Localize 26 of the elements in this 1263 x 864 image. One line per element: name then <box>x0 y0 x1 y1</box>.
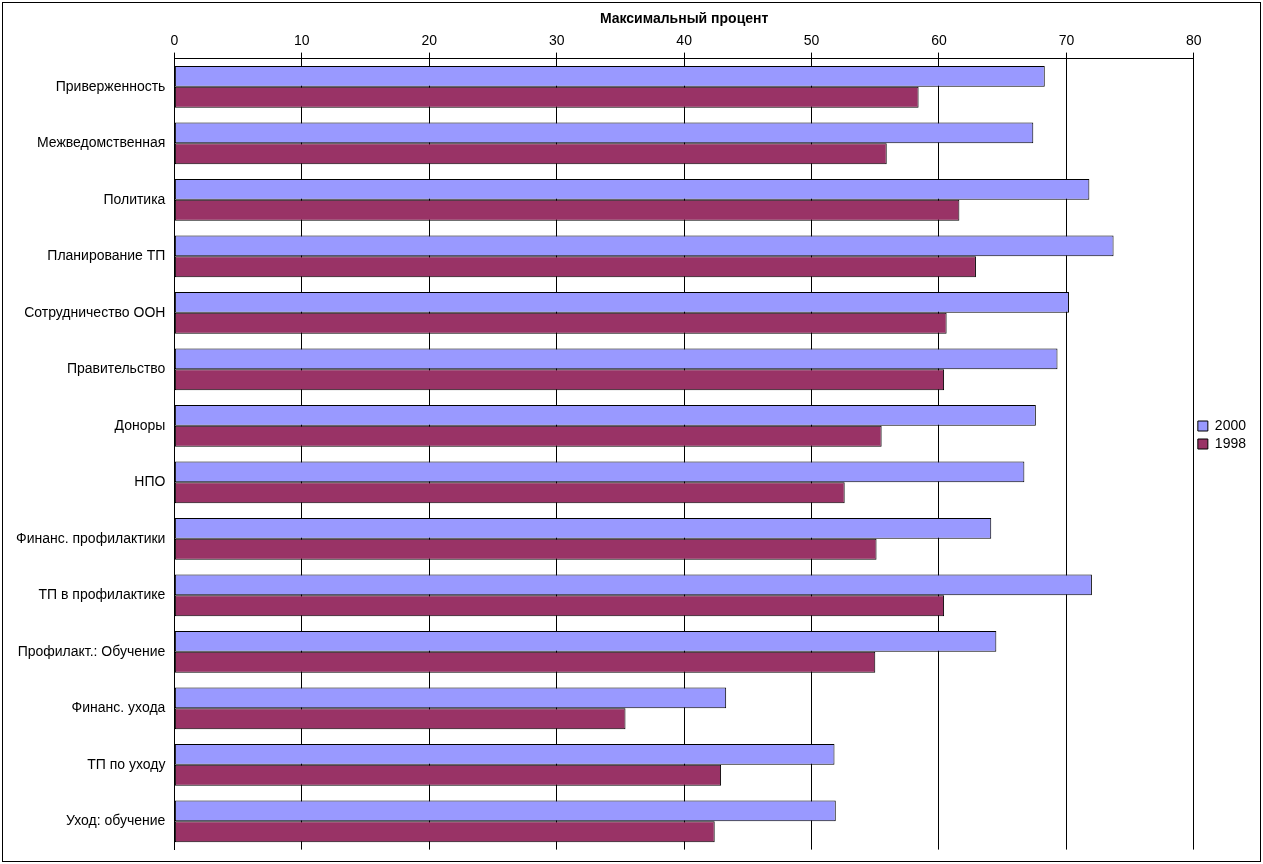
y-tick-label: Уход: обучение <box>65 812 166 829</box>
x-tick-label: 30 <box>548 32 565 49</box>
y-tick-label: Финанс. ухода <box>71 699 166 716</box>
y-tick-label: Финанс. профилактики <box>15 529 166 546</box>
x-tick-label: 0 <box>170 32 179 49</box>
legend-label: 2000 <box>1214 416 1247 433</box>
y-tick-label: Доноры <box>114 416 166 433</box>
x-tick-label: 40 <box>676 32 693 49</box>
x-tick-label: 20 <box>421 32 438 49</box>
x-tick-label: 10 <box>294 32 310 49</box>
x-tick-label: 80 <box>1186 32 1202 49</box>
x-tick-label: 50 <box>803 32 820 49</box>
x-axis-title: Максимальный процент <box>599 10 769 27</box>
y-tick-label: Планирование ТП <box>47 247 166 264</box>
y-tick-label: Политика <box>103 190 166 207</box>
y-tick-label: Межведомственная <box>36 134 166 151</box>
y-tick-label: НПО <box>134 473 166 490</box>
y-tick-label: ТП в профилактике <box>38 586 166 603</box>
y-tick-label: Профилакт.: Обучение <box>17 642 166 659</box>
x-tick-label: 70 <box>1058 32 1075 49</box>
y-tick-label: Сотрудничество ООН <box>24 303 166 320</box>
y-tick-label: ТП по уходу <box>87 755 166 772</box>
y-tick-label: Приверженность <box>55 77 166 94</box>
y-tick-label: Правительство <box>66 360 166 377</box>
x-tick-label: 60 <box>931 32 947 49</box>
legend-label: 1998 <box>1214 434 1247 451</box>
